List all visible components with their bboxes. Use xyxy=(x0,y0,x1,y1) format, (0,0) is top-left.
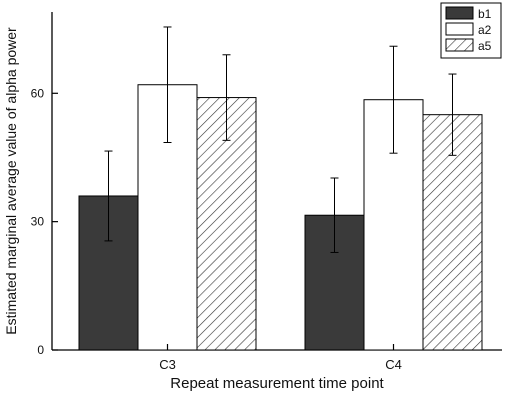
legend-swatch-b1 xyxy=(445,6,474,20)
legend-label-a5: a5 xyxy=(478,39,492,53)
x-ticks: C3 C4 xyxy=(159,344,402,372)
y-axis-label: Estimated marginal average value of alph… xyxy=(3,27,19,335)
y-ticks: 0 30 60 xyxy=(31,86,58,357)
x-tick-label: C4 xyxy=(385,357,402,372)
legend-label-a2: a2 xyxy=(478,23,492,37)
x-tick-label: C3 xyxy=(159,357,176,372)
y-tick-label: 60 xyxy=(31,86,45,100)
y-tick-label: 0 xyxy=(37,343,44,357)
legend-label-b1: b1 xyxy=(478,7,492,21)
legend-swatch-a2 xyxy=(445,22,474,36)
x-axis-label: Repeat measurement time point xyxy=(170,375,384,392)
bars xyxy=(78,26,483,351)
legend-swatch-a5 xyxy=(445,38,474,52)
legend: b1 a2 a5 xyxy=(440,2,502,59)
y-tick-label: 30 xyxy=(31,215,45,229)
